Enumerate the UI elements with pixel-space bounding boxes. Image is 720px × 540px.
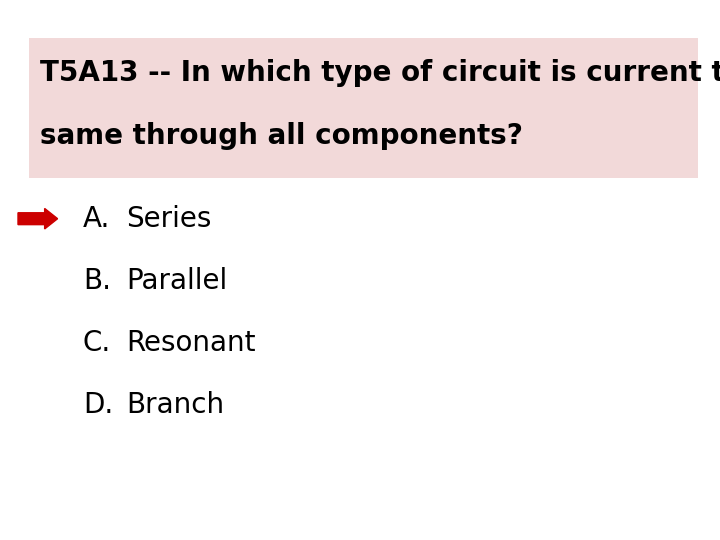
Text: Branch: Branch [126, 391, 224, 419]
Text: C.: C. [83, 329, 111, 357]
Text: same through all components?: same through all components? [40, 122, 523, 150]
Text: Series: Series [126, 205, 212, 233]
Text: D.: D. [83, 391, 113, 419]
Text: Resonant: Resonant [126, 329, 256, 357]
Bar [29, 38, 698, 178]
Text: Parallel: Parallel [126, 267, 228, 295]
Text: B.: B. [83, 267, 111, 295]
Text: A.: A. [83, 205, 110, 233]
FancyArrow shape [18, 208, 58, 229]
Text: T5A13 -- In which type of circuit is current the: T5A13 -- In which type of circuit is cur… [40, 59, 720, 87]
